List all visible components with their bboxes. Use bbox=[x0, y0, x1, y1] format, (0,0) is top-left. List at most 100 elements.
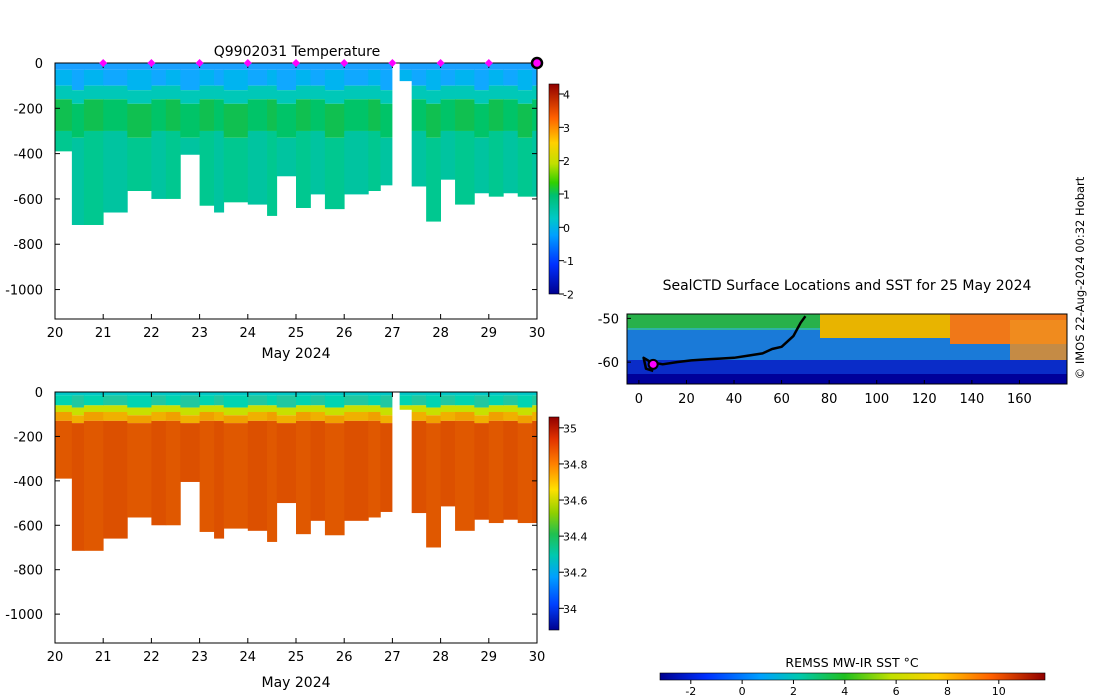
profile-column bbox=[199, 63, 215, 206]
profile-column bbox=[368, 392, 381, 518]
profile-segment bbox=[426, 423, 441, 548]
profile-segment bbox=[474, 103, 490, 138]
profile-segment bbox=[247, 85, 268, 100]
colorbar-tick-label: 34.8 bbox=[563, 458, 588, 471]
profile-segment bbox=[214, 392, 225, 396]
profile-segment bbox=[214, 69, 225, 86]
profile-column bbox=[488, 63, 504, 197]
profile-segment bbox=[267, 130, 278, 216]
profile-segment bbox=[55, 99, 73, 131]
profile-segment bbox=[397, 405, 413, 410]
profile-segment bbox=[411, 130, 427, 187]
profile-segment bbox=[180, 69, 200, 91]
profile-segment bbox=[71, 137, 85, 225]
profile-segment bbox=[411, 411, 427, 421]
profile-column bbox=[488, 392, 504, 524]
profile-segment bbox=[83, 411, 104, 421]
x-tick-label: 120 bbox=[912, 392, 937, 407]
x-tick-label: 21 bbox=[95, 650, 112, 665]
profile-column bbox=[214, 63, 225, 213]
profile-segment bbox=[267, 99, 278, 131]
profile-segment bbox=[83, 392, 104, 396]
profile-segment bbox=[411, 69, 427, 86]
profile-segment bbox=[151, 99, 167, 131]
profile-segment bbox=[517, 395, 533, 408]
y-tick-label: -400 bbox=[13, 475, 43, 490]
profile-segment bbox=[165, 392, 181, 396]
profile-segment bbox=[324, 392, 345, 396]
profile-segment bbox=[368, 392, 381, 396]
profile-segment bbox=[276, 423, 297, 504]
profile-segment bbox=[127, 63, 152, 70]
profile-segment bbox=[103, 395, 128, 406]
colorbar-tick-label: 34.2 bbox=[563, 567, 588, 580]
colorbar-tick-label: 34.4 bbox=[563, 531, 588, 544]
x-tick-label: 60 bbox=[773, 392, 790, 407]
profile-segment bbox=[55, 69, 73, 86]
profile-segment bbox=[474, 137, 490, 194]
profile-segment bbox=[488, 405, 504, 412]
profile-segment bbox=[165, 411, 181, 421]
x-tick-label: 24 bbox=[240, 650, 257, 665]
profile-segment bbox=[426, 407, 441, 416]
end-marker bbox=[530, 56, 544, 70]
profile-segment bbox=[83, 99, 104, 131]
profile-segment bbox=[71, 392, 85, 396]
x-tick-label: 40 bbox=[726, 392, 743, 407]
profile-segment bbox=[165, 63, 181, 70]
profile-column bbox=[296, 392, 311, 535]
profile-segment bbox=[71, 407, 85, 416]
profile-segment bbox=[426, 103, 441, 138]
sst-colorbar-ticks: -2 0 2 4 6 8 10 bbox=[685, 680, 1006, 698]
profile-column bbox=[455, 63, 475, 205]
profile-segment bbox=[127, 392, 152, 396]
x-tick-label: 20 bbox=[47, 326, 64, 341]
profile-segment bbox=[214, 130, 225, 213]
profile-segment bbox=[55, 405, 73, 412]
profile-column bbox=[455, 392, 475, 531]
profile-segment bbox=[411, 420, 427, 514]
profile-segment bbox=[276, 392, 297, 396]
y-tick-label: -400 bbox=[13, 148, 43, 163]
profile-segment bbox=[267, 85, 278, 100]
profile-segment bbox=[488, 395, 504, 406]
profile-segment bbox=[151, 420, 167, 526]
profile-column bbox=[411, 63, 427, 187]
map-axes-frame bbox=[626, 313, 1068, 385]
profile-segment bbox=[180, 63, 200, 70]
profile-segment bbox=[426, 392, 441, 396]
profile-segment bbox=[380, 415, 398, 424]
profile-segment bbox=[344, 405, 369, 412]
profile-column bbox=[324, 63, 345, 210]
temperature-y-axis: 0 -200 -400 -600 -800 -1000 bbox=[5, 57, 537, 299]
x-tick-label: 27 bbox=[384, 326, 401, 341]
profile-column bbox=[344, 392, 369, 521]
profile-column bbox=[532, 392, 538, 524]
profile-segment bbox=[103, 392, 128, 396]
map-title: SealCTD Surface Locations and SST for 25… bbox=[663, 278, 1032, 294]
y-tick-label: -200 bbox=[13, 102, 43, 117]
colorbar-tick-label: 35 bbox=[563, 422, 577, 435]
profile-segment bbox=[517, 90, 533, 104]
profile-segment bbox=[517, 63, 533, 70]
surface-marker bbox=[436, 59, 445, 67]
profile-segment bbox=[199, 69, 215, 86]
profile-segment bbox=[503, 420, 519, 520]
surface-marker bbox=[340, 59, 349, 67]
profile-column bbox=[165, 63, 181, 199]
profile-column bbox=[426, 63, 441, 222]
profile-segment bbox=[517, 407, 533, 416]
x-tick-label: 28 bbox=[432, 326, 449, 341]
profile-segment bbox=[199, 395, 215, 406]
profile-segment bbox=[426, 69, 441, 91]
profile-segment bbox=[368, 420, 381, 518]
profile-segment bbox=[344, 420, 369, 521]
profile-segment bbox=[488, 85, 504, 100]
profile-segment bbox=[517, 392, 533, 396]
profile-segment bbox=[440, 405, 456, 412]
profile-segment bbox=[296, 99, 311, 131]
y-tick-label: -1000 bbox=[5, 608, 43, 623]
profile-segment bbox=[214, 99, 225, 131]
colorbar-tick-label: 0 bbox=[739, 685, 746, 698]
profile-segment bbox=[127, 407, 152, 416]
